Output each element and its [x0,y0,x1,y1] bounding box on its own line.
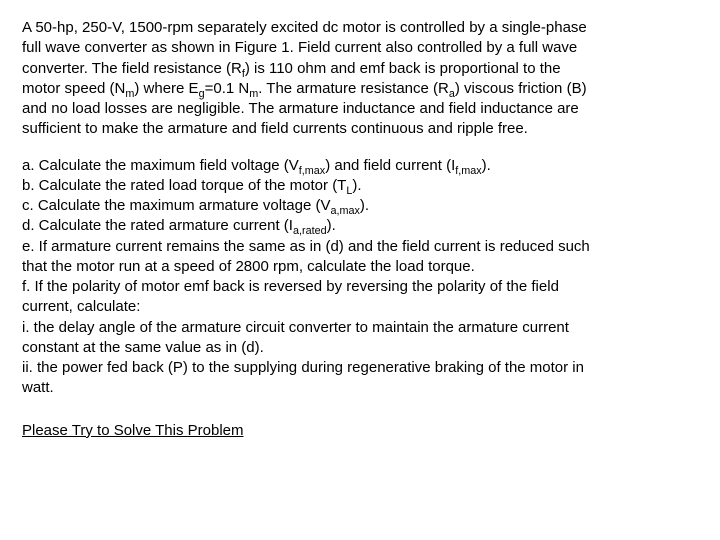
text: watt. [22,379,54,396]
text: sufficient to make the armature and fiel… [22,120,528,137]
text: constant at the same value as in (d). [22,339,264,356]
text: ). [482,157,491,174]
text: converter. The field resistance (R [22,60,242,77]
sub: m [249,88,258,100]
item-c: c. Calculate the maximum armature voltag… [22,196,698,216]
text: ). [352,177,361,194]
item-a: a. Calculate the maximum field voltage (… [22,156,698,176]
text: and no load losses are negligible. The a… [22,100,579,117]
text: ) where E [134,80,198,97]
text: f. If the polarity of motor emf back is … [22,278,559,295]
text: that the motor run at a speed of 2800 rp… [22,258,475,275]
question-list: a. Calculate the maximum field voltage (… [22,156,698,399]
sub: a,rated [293,225,327,237]
text: ) and field current (I [325,157,455,174]
item-e: e. If armature current remains the same … [22,237,698,278]
text: ). [327,217,336,234]
text: ) viscous friction (B) [455,80,587,97]
text: current, calculate: [22,298,140,315]
item-b: b. Calculate the rated load torque of th… [22,176,698,196]
footer-note: Please Try to Solve This Problem [22,421,698,441]
item-d: d. Calculate the rated armature current … [22,216,698,236]
text: d. Calculate the rated armature current … [22,217,293,234]
text: a. Calculate the maximum field voltage (… [22,157,299,174]
item-f: f. If the polarity of motor emf back is … [22,277,698,318]
problem-statement: A 50-hp, 250-V, 1500-rpm separately exci… [22,18,698,140]
text: b. Calculate the rated load torque of th… [22,177,346,194]
text: =0.1 N [205,80,250,97]
text: ) is 110 ohm and emf back is proportiona… [245,60,561,77]
item-f-i: i. the delay angle of the armature circu… [22,318,698,359]
sub: f,max [299,165,325,177]
text: ii. the power fed back (P) to the supply… [22,359,584,376]
text: full wave converter as shown in Figure 1… [22,39,577,56]
text: . The armature resistance (R [258,80,449,97]
item-f-ii: ii. the power fed back (P) to the supply… [22,358,698,399]
text: i. the delay angle of the armature circu… [22,319,569,336]
sub: f,max [455,165,481,177]
text: e. If armature current remains the same … [22,238,590,255]
text: A 50-hp, 250-V, 1500-rpm separately exci… [22,19,587,36]
sub: a,max [330,205,359,217]
text: motor speed (N [22,80,125,97]
text: ). [360,197,369,214]
text: c. Calculate the maximum armature voltag… [22,197,330,214]
